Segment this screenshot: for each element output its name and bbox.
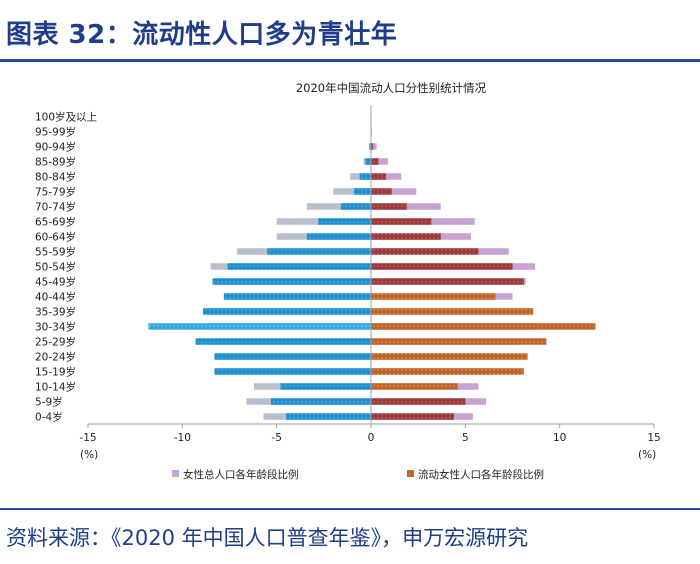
bar-male-floating [365, 158, 371, 165]
category-label: 55-59岁 [35, 246, 76, 259]
legend-label-female-total: 女性总人口各年龄段比例 [183, 468, 299, 481]
bar-female-floating [371, 218, 432, 225]
bar-male-floating [267, 248, 371, 255]
bar-female-floating [371, 293, 496, 300]
bar-female-total [371, 188, 417, 195]
source-note: 资料来源：《2020 年中国人口普查年鉴》，申万宏源研究 [6, 526, 529, 550]
chart-title: 2020年中国流动人口分性别统计情况 [296, 81, 487, 95]
x-tick-label: -5 [271, 432, 281, 444]
bar-female-floating [371, 398, 466, 405]
category-label: 90-94岁 [35, 141, 76, 154]
x-tick-label: 15 [647, 432, 660, 444]
bar-male-total [306, 203, 371, 210]
footer-rule [0, 508, 700, 510]
category-label: 85-89岁 [35, 156, 76, 169]
bar-female-floating [371, 158, 379, 165]
bar-male-floating [306, 233, 371, 240]
x-unit-left: (%) [80, 449, 98, 461]
bar-male-floating [223, 293, 371, 300]
bar-male-floating [271, 398, 371, 405]
x-tick-label: -10 [174, 432, 191, 444]
bar-female-floating [371, 188, 392, 195]
bar-male-total [333, 188, 371, 195]
bar-male-floating [280, 383, 371, 390]
category-label: 50-54岁 [35, 261, 76, 274]
bar-female-floating [371, 143, 373, 150]
bar-female-floating [371, 233, 441, 240]
bar-female-floating [371, 413, 455, 420]
bar-male-floating [212, 278, 371, 285]
bar-male-floating [359, 173, 371, 180]
category-label: 65-69岁 [35, 216, 76, 229]
x-tick-label: 5 [462, 432, 469, 444]
x-unit-right: (%) [638, 449, 656, 461]
category-label: 60-64岁 [35, 231, 76, 244]
category-label: 75-79岁 [35, 186, 76, 199]
page-heading: 图表 32：流动性人口多为青壮年 [6, 20, 398, 50]
category-label: 30-34岁 [35, 321, 76, 334]
category-label: 80-84岁 [35, 171, 76, 184]
category-label: 35-39岁 [35, 306, 76, 319]
bar-female-floating [371, 323, 596, 330]
bar-male-floating [148, 323, 371, 330]
bar-male-floating [286, 413, 371, 420]
bar-male-floating [203, 308, 371, 315]
x-tick-label: 0 [368, 432, 375, 444]
bar-female-floating [371, 278, 524, 285]
bar-female-floating [371, 383, 458, 390]
legend-swatch-female-total [172, 470, 179, 477]
x-tick-label: -15 [79, 432, 96, 444]
category-label: 40-44岁 [35, 291, 76, 304]
bar-male-floating [214, 368, 371, 375]
category-label: 15-19岁 [35, 366, 76, 379]
category-label: 100岁及以上 [35, 111, 97, 124]
legend: 女性总人口各年龄段比例 流动女性人口各年龄段比例 [172, 468, 544, 481]
bar-female-floating [371, 353, 528, 360]
bar-female-total [371, 158, 388, 165]
bar-female-floating [371, 203, 407, 210]
bar-male-floating [214, 353, 371, 360]
legend-swatch-female-floating [407, 470, 414, 477]
category-label: 25-29岁 [35, 336, 76, 349]
bar-female-floating [371, 368, 524, 375]
bar-male-floating [195, 338, 371, 345]
bar-female-floating [371, 263, 513, 270]
header-rule [0, 59, 700, 62]
category-label: 20-24岁 [35, 351, 76, 364]
bar-female-floating [371, 338, 547, 345]
bar-female-total [371, 143, 377, 150]
category-label: 95-99岁 [35, 126, 76, 139]
bar-male-floating [340, 203, 371, 210]
bar-male-floating [354, 188, 371, 195]
category-label: 45-49岁 [35, 276, 76, 289]
bar-female-floating [371, 308, 534, 315]
bar-female-floating [371, 248, 479, 255]
x-tick-label: 10 [553, 432, 566, 444]
category-label: 10-14岁 [35, 381, 76, 394]
category-label: 5-9岁 [35, 396, 63, 409]
category-label: 0-4岁 [35, 411, 63, 424]
bar-male-floating [369, 143, 371, 150]
bar-female-floating [371, 173, 387, 180]
category-label: 70-74岁 [35, 201, 76, 214]
bar-male-floating [318, 218, 371, 225]
bar-male-floating [227, 263, 371, 270]
population-pyramid-chart: 2020年中国流动人口分性别统计情况 100岁及以上 95-99岁 90-94岁 85… [35, 81, 661, 481]
legend-label-female-floating: 流动女性人口各年龄段比例 [418, 468, 544, 481]
